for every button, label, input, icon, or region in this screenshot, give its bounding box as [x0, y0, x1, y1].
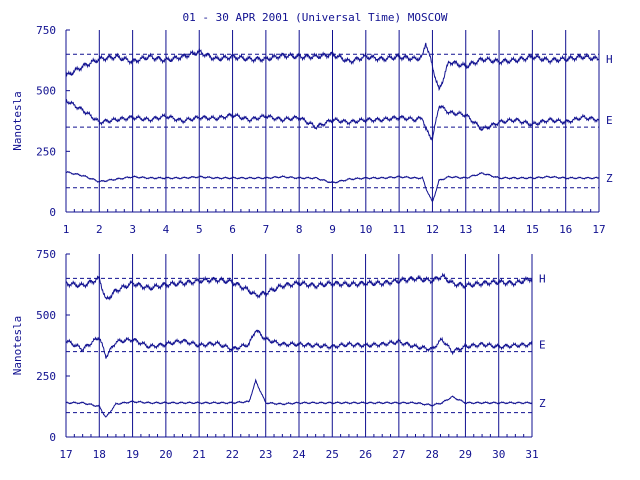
- x-tick-label: 11: [393, 223, 406, 236]
- x-tick-label: 27: [392, 448, 405, 461]
- x-tick-label: 1: [63, 223, 70, 236]
- x-tick-label: 21: [193, 448, 206, 461]
- panel-2: 0 250 500 750 17 18 19 20 21 22 23 24 25 26 27 28 29 30 31…: [11, 248, 546, 461]
- x-tick-label: 31: [525, 448, 538, 461]
- chart-title: 01 - 30 APR 2001 (Universal Time) MOSCOW: [183, 11, 448, 24]
- x-tick-label: 10: [359, 223, 372, 236]
- y-tick-label: 500: [36, 85, 56, 98]
- series-line-H: [65, 42, 600, 92]
- y-tick-label: 0: [49, 206, 56, 219]
- x-tick-label: 15: [526, 223, 539, 236]
- series-label-E: E: [539, 338, 546, 351]
- y-tick-label: 750: [36, 24, 56, 37]
- x-tick-label: 16: [559, 223, 572, 236]
- y-axis-label: Nanotesla: [11, 316, 24, 376]
- x-tick-label: 17: [592, 223, 605, 236]
- x-tick-label: 3: [129, 223, 136, 236]
- x-tick-label: 19: [126, 448, 139, 461]
- x-tick-label: 17: [59, 448, 72, 461]
- y-tick-label: 750: [36, 248, 56, 261]
- x-tick-label: 24: [292, 448, 306, 461]
- series-label-Z: Z: [539, 397, 546, 410]
- y-axis-label: Nanotesla: [11, 91, 24, 151]
- series-line-Z: [65, 170, 600, 203]
- series-label-H: H: [539, 272, 546, 285]
- x-tick-label: 29: [459, 448, 472, 461]
- x-tick-label: 30: [492, 448, 505, 461]
- x-tick-label: 2: [96, 223, 103, 236]
- y-tick-label: 250: [36, 145, 56, 158]
- series-line-E: [65, 98, 600, 142]
- series-line-Z: [65, 378, 533, 418]
- series-label-H: H: [606, 53, 613, 66]
- y-tick-label: 500: [36, 309, 56, 322]
- x-tick-label: 22: [226, 448, 239, 461]
- x-tick-label: 26: [359, 448, 372, 461]
- y-tick-label: 250: [36, 370, 56, 383]
- x-tick-label: 8: [296, 223, 303, 236]
- x-tick-label: 18: [93, 448, 106, 461]
- series-line-E: [65, 329, 533, 359]
- series-line-H: [65, 272, 533, 301]
- x-tick-label: 23: [259, 448, 272, 461]
- x-tick-label: 28: [426, 448, 439, 461]
- x-tick-label: 6: [229, 223, 236, 236]
- x-tick-label: 4: [163, 223, 170, 236]
- series-label-E: E: [606, 114, 613, 127]
- x-tick-label: 13: [459, 223, 472, 236]
- series-label-Z: Z: [606, 172, 613, 185]
- x-tick-label: 14: [492, 223, 506, 236]
- x-tick-label: 25: [326, 448, 339, 461]
- x-tick-label: 7: [263, 223, 270, 236]
- x-tick-label: 12: [426, 223, 439, 236]
- x-tick-label: 5: [196, 223, 203, 236]
- y-tick-label: 0: [49, 431, 56, 444]
- x-tick-label: 20: [159, 448, 172, 461]
- x-tick-label: 9: [329, 223, 336, 236]
